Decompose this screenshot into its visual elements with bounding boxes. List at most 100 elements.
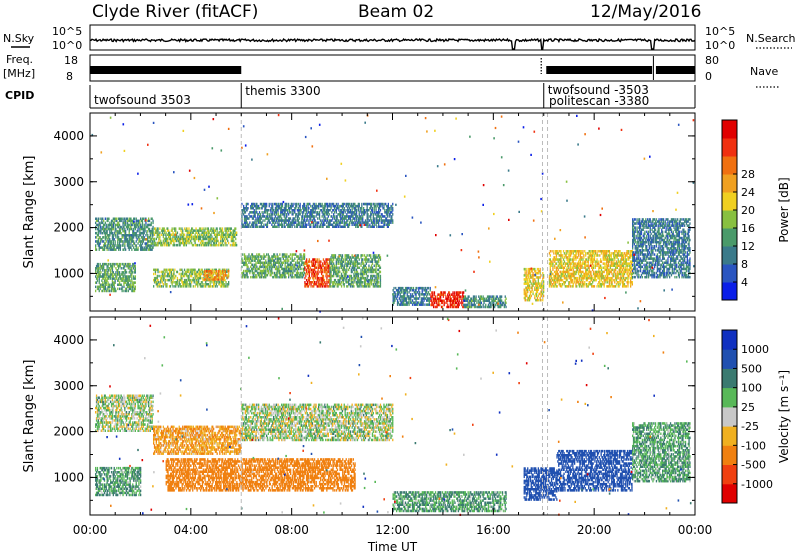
echo-cell: [317, 258, 318, 261]
echo-cell: [135, 281, 136, 284]
nsearch-label: N.Search: [746, 32, 796, 45]
echo-cell: [314, 215, 315, 218]
echo-cell: [282, 224, 283, 227]
echo-cell: [225, 270, 226, 273]
echo-cell: [367, 213, 368, 216]
echo-cell: [392, 213, 393, 216]
echo-cell: [301, 268, 302, 271]
echo-cell: [242, 253, 243, 256]
echo-cell: [247, 203, 248, 206]
echo-cell: [247, 207, 248, 210]
echo-cell: [154, 238, 155, 241]
echo-cell: [149, 220, 150, 223]
echo-cell: [217, 227, 218, 230]
echo-cell: [210, 285, 211, 288]
echo-cell: [248, 253, 249, 256]
echo-cell: [109, 284, 110, 287]
echo-cell: [362, 254, 363, 257]
echo-cell: [217, 285, 218, 288]
echo-cell: [439, 304, 440, 307]
echo-cell: [444, 302, 445, 305]
echo-cell: [159, 227, 160, 230]
echo-cell: [197, 244, 198, 247]
echo-cell: [270, 221, 271, 224]
echo-cell: [310, 205, 311, 208]
echo-cell: [272, 203, 273, 206]
echo-cell: [375, 203, 376, 206]
echo-cell: [269, 203, 270, 206]
echo-cell: [120, 244, 121, 247]
echo-cell: [174, 244, 175, 247]
echo-cell: [228, 242, 229, 245]
echo-cell: [236, 232, 237, 235]
echo-cell: [430, 287, 431, 290]
echo-cell: [359, 203, 360, 206]
echo-cell: [292, 264, 293, 267]
echo-cell: [428, 287, 429, 290]
cpid-label: CPID: [5, 89, 34, 102]
echo-cell: [165, 279, 166, 282]
echo-cell: [159, 232, 160, 235]
date-title: 12/May/2016: [590, 2, 702, 22]
echo-cell: [137, 246, 138, 249]
echo-cell: [463, 291, 464, 294]
noise-trace: [90, 39, 695, 49]
echo-cell: [306, 258, 307, 261]
echo-cell: [122, 286, 123, 289]
echo-cell: [444, 291, 445, 294]
echo-cell: [228, 281, 229, 284]
echo-cell: [153, 273, 154, 276]
echo-cell: [193, 285, 194, 288]
echo-cell: [299, 221, 300, 224]
echo-cell: [151, 222, 152, 225]
nsky-tick-top: 10^5: [52, 25, 82, 38]
echo-cell: [367, 275, 368, 278]
echo-cell: [279, 253, 280, 256]
echo-cell: [468, 295, 469, 298]
echo-cell: [310, 277, 311, 280]
echo-cell: [268, 209, 269, 212]
echo-cell: [368, 258, 369, 261]
echo-cell: [344, 203, 345, 206]
echo-cell: [419, 291, 420, 294]
echo-cell: [172, 227, 173, 230]
echo-cell: [424, 303, 425, 306]
echo-cell: [175, 275, 176, 278]
freq-tick-bottom: 8: [66, 70, 73, 83]
echo-cell: [296, 203, 297, 206]
echo-cell: [362, 281, 363, 284]
echo-cell: [380, 271, 381, 274]
echo-cell: [275, 255, 276, 257]
echo-cell: [226, 244, 227, 247]
echo-cell: [282, 203, 283, 206]
echo-cell: [392, 207, 393, 210]
echo-cell: [292, 276, 293, 279]
echo-cell: [286, 203, 287, 206]
echo-cell: [260, 213, 261, 216]
echo-cell: [324, 279, 325, 282]
echo-cell: [288, 203, 289, 206]
echo-cell: [166, 283, 167, 286]
echo-cell: [105, 218, 106, 221]
echo-cell: [163, 283, 164, 286]
echo-cell: [222, 227, 223, 230]
echo-cell: [117, 288, 118, 291]
echo-cell: [322, 203, 323, 206]
echo-cell: [115, 290, 116, 293]
echo-cell: [122, 240, 123, 243]
echo-cell: [95, 290, 96, 293]
echo-cell: [300, 209, 301, 212]
echo-cell: [304, 267, 305, 270]
echo-cell: [235, 227, 236, 230]
echo-cell: [218, 242, 219, 245]
echo-cell: [166, 269, 167, 272]
echo-cell: [476, 300, 477, 303]
echo-cell: [143, 218, 144, 221]
nsearch-tick-bottom: 10^0: [705, 39, 735, 52]
echo-cell: [485, 304, 486, 307]
echo-cell: [434, 291, 435, 294]
echo-cell: [359, 258, 360, 261]
echo-cell: [460, 291, 461, 294]
echo-cell: [343, 258, 344, 261]
echo-cell: [177, 232, 178, 235]
